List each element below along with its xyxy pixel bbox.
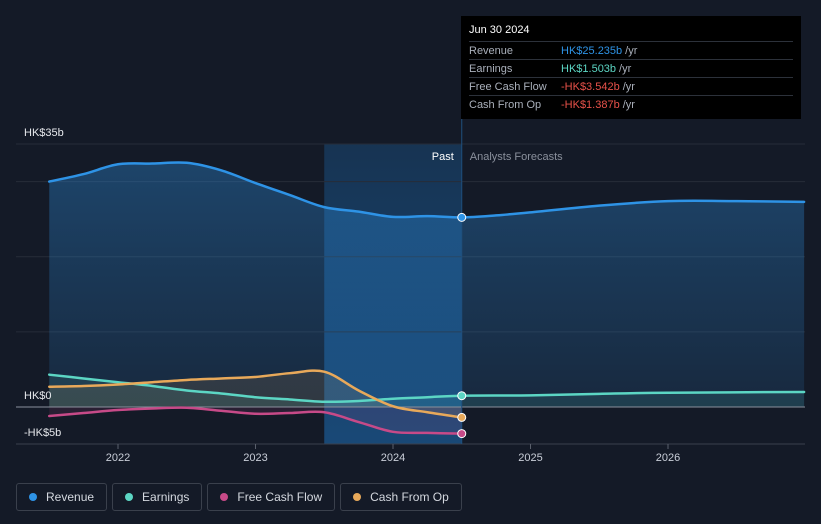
- tooltip-date: Jun 30 2024: [469, 24, 530, 36]
- revenue-area: [49, 162, 805, 407]
- tooltip-value: HK$25.235b: [561, 44, 623, 57]
- tooltip: Jun 30 2024 Revenue HK$25.235b /yr Earni…: [461, 16, 801, 119]
- forecast-label: Analysts Forecasts: [470, 151, 563, 163]
- legend-item-earnings[interactable]: Earnings: [112, 483, 203, 511]
- legend: Revenue Earnings Free Cash Flow Cash Fro…: [16, 483, 462, 511]
- y-axis-label-bottom: -HK$5b: [24, 427, 61, 439]
- tooltip-row-cash-from-op: Cash From Op -HK$1.387b /yr: [469, 95, 793, 113]
- tooltip-unit: /yr: [622, 80, 635, 93]
- tooltip-label: Free Cash Flow: [469, 80, 547, 93]
- legend-item-free-cash-flow[interactable]: Free Cash Flow: [207, 483, 336, 511]
- tooltip-value: -HK$3.542b: [561, 80, 620, 93]
- x-tick-label: 2025: [518, 452, 542, 464]
- x-tick-label: 2022: [106, 452, 130, 464]
- x-tick-label: 2023: [243, 452, 267, 464]
- revenue-line: [48, 161, 806, 219]
- legend-dot-icon: [125, 493, 134, 501]
- earnings-line: [48, 373, 806, 404]
- tooltip-row-revenue: Revenue HK$25.235b /yr: [469, 41, 793, 59]
- legend-dot-icon: [353, 493, 362, 501]
- cash-from-op-line: [48, 369, 463, 419]
- tooltip-value: HK$1.503b: [561, 62, 617, 75]
- legend-dot-icon: [29, 493, 37, 501]
- tooltip-label: Earnings: [469, 62, 513, 75]
- tooltip-unit: /yr: [622, 98, 635, 111]
- free-cash-flow-area: [49, 407, 462, 434]
- legend-label: Free Cash Flow: [237, 490, 323, 504]
- series-lines: [48, 161, 806, 435]
- x-tick-label: 2024: [381, 452, 405, 464]
- free-cash-flow-line: [48, 406, 463, 435]
- x-axis-ticks: 2022 2023 2024 2025 2026: [106, 444, 680, 464]
- cash-from-op-marker: [457, 412, 467, 422]
- tooltip-unit: /yr: [625, 44, 638, 57]
- series-markers: [457, 212, 467, 439]
- revenue-marker: [457, 212, 467, 222]
- earnings-marker: [457, 391, 467, 401]
- legend-dot-icon: [220, 493, 229, 501]
- y-axis-label-top: HK$35b: [24, 127, 64, 139]
- earnings-area: [49, 374, 805, 407]
- legend-item-revenue[interactable]: Revenue: [16, 483, 108, 511]
- tooltip-row-earnings: Earnings HK$1.503b /yr: [469, 59, 793, 77]
- free-cash-flow-marker: [457, 429, 467, 439]
- legend-item-cash-from-op[interactable]: Cash From Op: [340, 483, 462, 511]
- x-tick-label: 2026: [656, 452, 680, 464]
- legend-label: Cash From Op: [370, 490, 449, 504]
- tooltip-label: Revenue: [469, 44, 514, 57]
- past-label: Past: [432, 151, 454, 163]
- tooltip-row-free-cash-flow: Free Cash Flow -HK$3.542b /yr: [469, 77, 793, 95]
- tooltip-label: Cash From Op: [469, 98, 542, 111]
- tooltip-value: -HK$1.387b: [561, 98, 620, 111]
- tooltip-unit: /yr: [619, 62, 632, 75]
- legend-label: Revenue: [46, 490, 95, 504]
- y-axis-label-zero: HK$0: [24, 390, 52, 402]
- legend-label: Earnings: [142, 490, 190, 504]
